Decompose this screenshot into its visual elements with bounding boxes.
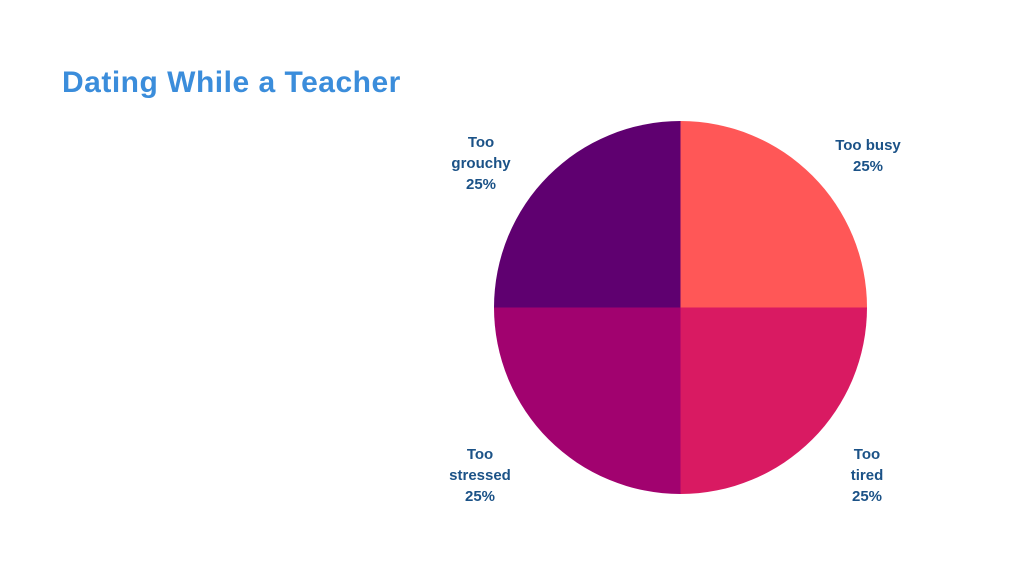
pie-label-line: Too [466,446,494,463]
pie-label-line: 25% [851,488,883,505]
pie-slice-too-grouchy [494,121,681,308]
pie-label-line: Too [467,134,495,151]
pie-chart [494,121,867,494]
pie-label-too-stressed: Too stressed 25% [449,444,511,507]
pie-label-line: 25% [465,176,497,193]
pie-label-line: Too [853,446,881,463]
pie-label-too-grouchy: Too grouchy 25% [451,132,510,195]
pie-label-line: 25% [464,488,496,505]
pie-label-line: 25% [852,158,884,175]
page-title: Dating While a Teacher [62,66,401,99]
pie-label-line: tired [850,467,884,484]
pie-label-too-busy: Too busy 25% [835,135,901,177]
pie-slice-too-stressed [494,307,681,494]
pie-label-line: stressed [449,467,511,484]
pie-label-too-tired: Too tired 25% [851,444,884,507]
pie-label-line: Too busy [835,137,901,154]
pie-slice-too-busy [680,121,867,308]
pie-slice-too-tired [680,307,867,494]
pie-label-line: grouchy [451,155,511,172]
